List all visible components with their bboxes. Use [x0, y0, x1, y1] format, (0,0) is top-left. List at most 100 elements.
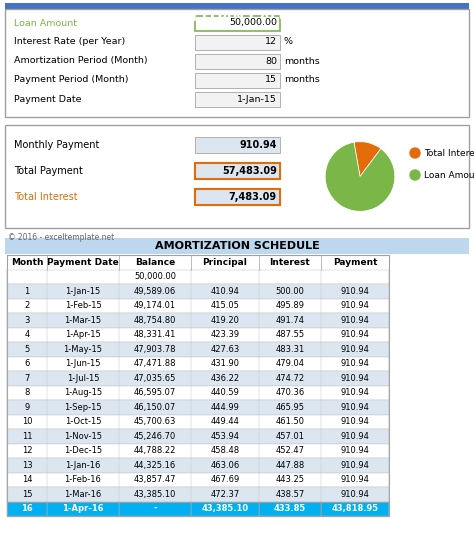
Text: 44,325.16: 44,325.16	[134, 461, 176, 470]
Text: 427.63: 427.63	[210, 345, 240, 354]
Text: -: -	[153, 504, 157, 513]
Text: 431.90: 431.90	[210, 359, 239, 368]
Bar	[7, 357, 389, 371]
Text: 447.88: 447.88	[275, 461, 305, 470]
Text: 50,000.00: 50,000.00	[134, 272, 176, 281]
Text: 15: 15	[22, 490, 32, 499]
Text: 440.59: 440.59	[210, 388, 239, 397]
Bar	[195, 34, 280, 49]
Bar	[7, 414, 389, 429]
Text: 910.94: 910.94	[340, 374, 369, 383]
Bar	[7, 443, 389, 458]
Bar	[195, 163, 280, 179]
Bar	[7, 313, 389, 328]
Bar	[7, 270, 389, 284]
Text: 6: 6	[24, 359, 30, 368]
Bar	[195, 73, 280, 88]
Text: 2: 2	[24, 301, 29, 310]
Text: 910.94: 910.94	[239, 140, 277, 150]
Bar	[195, 91, 280, 107]
Text: 910.94: 910.94	[340, 461, 369, 470]
Text: 433.85: 433.85	[274, 504, 306, 513]
Circle shape	[410, 170, 420, 180]
Bar	[7, 386, 389, 400]
Bar	[7, 299, 389, 313]
Bar	[7, 458, 389, 472]
Text: 49,174.01: 49,174.01	[134, 301, 176, 310]
Wedge shape	[325, 142, 395, 211]
Text: 423.39: 423.39	[210, 330, 239, 339]
Text: 910.94: 910.94	[340, 316, 369, 325]
Text: 419.20: 419.20	[210, 316, 239, 325]
Text: 47,035.65: 47,035.65	[134, 374, 176, 383]
Text: 1-Dec-15: 1-Dec-15	[64, 446, 102, 455]
Text: 910.94: 910.94	[340, 287, 369, 296]
Bar	[7, 487, 389, 501]
Text: 43,818.95: 43,818.95	[331, 504, 379, 513]
Text: 57,483.09: 57,483.09	[222, 166, 277, 176]
Text: 11: 11	[22, 432, 32, 441]
Text: 1-Sep-15: 1-Sep-15	[64, 403, 102, 412]
Text: Principal: Principal	[202, 258, 247, 267]
Bar	[7, 400, 389, 414]
Text: 1: 1	[24, 287, 29, 296]
Bar	[195, 189, 280, 205]
Bar	[7, 284, 389, 299]
Text: 1-Mar-16: 1-Mar-16	[64, 490, 101, 499]
Text: 491.74: 491.74	[275, 316, 304, 325]
Text: 1-Mar-15: 1-Mar-15	[64, 316, 101, 325]
Text: 470.36: 470.36	[275, 388, 305, 397]
Text: 495.89: 495.89	[275, 301, 304, 310]
Text: 1-Jan-16: 1-Jan-16	[65, 461, 100, 470]
Text: 7: 7	[24, 374, 30, 383]
Text: 487.55: 487.55	[275, 330, 305, 339]
Text: 1-Jan-15: 1-Jan-15	[237, 95, 277, 103]
Text: 1-Feb-16: 1-Feb-16	[64, 475, 101, 484]
Text: 483.31: 483.31	[275, 345, 305, 354]
Text: Total Interest: Total Interest	[14, 192, 78, 202]
Text: 13: 13	[22, 461, 32, 470]
Bar	[195, 137, 280, 153]
Text: 1-Apr-15: 1-Apr-15	[65, 330, 101, 339]
Text: 910.94: 910.94	[340, 359, 369, 368]
Text: 910.94: 910.94	[340, 475, 369, 484]
Text: 463.06: 463.06	[210, 461, 240, 470]
Text: months: months	[284, 75, 320, 84]
Text: 9: 9	[24, 403, 29, 412]
Text: 5: 5	[24, 345, 29, 354]
Text: 1-Nov-15: 1-Nov-15	[64, 432, 102, 441]
Text: Payment: Payment	[333, 258, 377, 267]
Text: Total Payment: Total Payment	[14, 166, 83, 176]
Text: 910.94: 910.94	[340, 301, 369, 310]
Text: Loan Amount: Loan Amount	[14, 18, 77, 27]
Text: 910.94: 910.94	[340, 432, 369, 441]
Bar	[7, 501, 389, 516]
Bar	[5, 3, 469, 31]
Text: 500.00: 500.00	[275, 287, 304, 296]
Text: 457.01: 457.01	[275, 432, 304, 441]
Text: 47,471.88: 47,471.88	[134, 359, 176, 368]
Text: Loan Amount: Loan Amount	[424, 171, 474, 180]
Bar	[7, 472, 389, 487]
Text: 43,385.10: 43,385.10	[201, 504, 248, 513]
Text: 465.95: 465.95	[275, 403, 304, 412]
Text: 10: 10	[22, 417, 32, 426]
Text: 46,595.07: 46,595.07	[134, 388, 176, 397]
Text: 4: 4	[24, 330, 29, 339]
Text: 46,150.07: 46,150.07	[134, 403, 176, 412]
Bar	[5, 238, 469, 254]
Text: %: %	[284, 38, 293, 46]
Text: 43,385.10: 43,385.10	[134, 490, 176, 499]
Text: 15: 15	[265, 75, 277, 84]
Text: 444.99: 444.99	[210, 403, 239, 412]
Text: 910.94: 910.94	[340, 490, 369, 499]
Text: 12: 12	[265, 38, 277, 46]
Text: Amortization Period (Month): Amortization Period (Month)	[14, 56, 147, 66]
Wedge shape	[354, 141, 381, 176]
Text: 1-Jan-15: 1-Jan-15	[65, 287, 100, 296]
Text: 458.48: 458.48	[210, 446, 239, 455]
Text: Monthly Payment: Monthly Payment	[14, 140, 100, 150]
Text: 436.22: 436.22	[210, 374, 239, 383]
Text: Payment Period (Month): Payment Period (Month)	[14, 75, 128, 84]
Text: 443.25: 443.25	[275, 475, 304, 484]
